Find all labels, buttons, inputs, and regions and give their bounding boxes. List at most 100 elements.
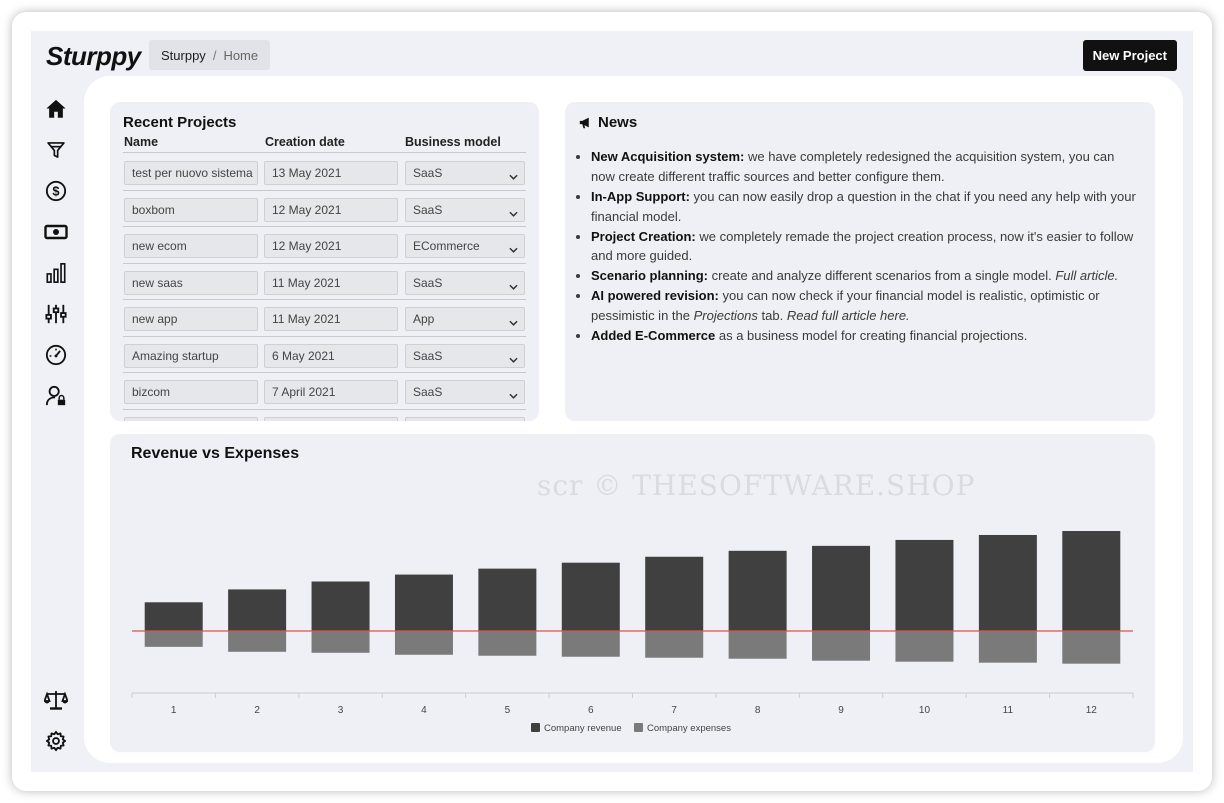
dollar-circle-icon[interactable]: $ <box>43 178 69 204</box>
x-tick-label: 12 <box>1086 705 1098 716</box>
news-item-heading: Project Creation: <box>591 228 696 244</box>
news-item: AI powered revision: you can now check i… <box>591 286 1139 326</box>
projections-tab-reference: Projections <box>693 308 758 324</box>
legend-label-revenue[interactable]: Company revenue <box>544 723 622 734</box>
user-lock-icon[interactable] <box>43 383 69 409</box>
expense-bar[interactable] <box>1062 631 1121 664</box>
project-row: new app 11 May 2021 App <box>123 300 526 337</box>
project-date-field[interactable]: 13 May 2021 <box>264 161 398 185</box>
business-model-select[interactable]: ECommerce <box>405 234 525 258</box>
expense-bar[interactable] <box>478 631 537 656</box>
revenue-bar[interactable] <box>895 539 954 631</box>
x-tick-label: 6 <box>588 705 594 716</box>
revenue-bar[interactable] <box>812 545 871 631</box>
chevron-down-icon <box>509 170 518 184</box>
revenue-vs-expenses-card: Revenue vs Expenses 1 2 3 4 5 6 7 8 9 10 11 12 Compa… <box>110 434 1155 752</box>
project-date-field[interactable]: 12 May 2021 <box>264 234 398 258</box>
expense-bar[interactable] <box>228 631 287 652</box>
window-frame: Sturppy Sturppy / Home New Project $ <box>12 12 1212 791</box>
business-model-select[interactable]: SaaS <box>405 161 525 185</box>
x-tick-label: 7 <box>671 705 677 716</box>
revenue-bar[interactable] <box>394 574 453 631</box>
project-date-field-value: 13 May 2021 <box>272 166 342 180</box>
breadcrumb-root[interactable]: Sturppy <box>161 47 206 63</box>
expense-bar[interactable] <box>144 631 203 647</box>
project-date-field[interactable]: 11 May 2021 <box>264 270 398 295</box>
banknote-icon[interactable] <box>43 219 69 245</box>
chart-title: Revenue vs Expenses <box>131 445 300 462</box>
project-name-field[interactable]: bizcom <box>124 380 258 404</box>
project-date-field[interactable]: 7 April 2021 <box>264 380 398 404</box>
sliders-icon[interactable] <box>43 301 69 327</box>
project-name-field[interactable]: Amazing startup <box>124 343 258 368</box>
news-item-text: as a business model for creating financi… <box>715 328 1028 344</box>
expense-bar[interactable] <box>895 631 954 662</box>
project-date-field-value: 6 May 2021 <box>272 348 335 363</box>
read-full-article-link[interactable]: Read full article here. <box>786 308 910 324</box>
project-date-field[interactable]: 6 May 2021 <box>264 343 398 368</box>
expense-bar[interactable] <box>728 631 787 659</box>
project-name-field[interactable]: new saas <box>124 270 258 295</box>
business-model-select[interactable] <box>405 416 525 421</box>
project-date-field[interactable] <box>264 416 398 421</box>
project-name-field[interactable]: new ecom <box>124 234 258 258</box>
full-article-link[interactable]: Full article. <box>1055 268 1119 284</box>
project-name-field[interactable]: boxbom <box>124 197 258 222</box>
business-model-select[interactable]: SaaS <box>405 270 525 295</box>
project-name-field[interactable] <box>124 416 258 421</box>
revenue-bar[interactable] <box>1062 531 1121 631</box>
revenue-bar[interactable] <box>728 550 787 631</box>
expense-bar[interactable] <box>978 631 1037 663</box>
project-date-field[interactable]: 12 May 2021 <box>264 197 398 222</box>
revenue-bar[interactable] <box>478 568 537 631</box>
project-date-field-value: 11 May 2021 <box>272 312 341 326</box>
business-model-select-value: SaaS <box>413 202 443 217</box>
x-tick-label: 10 <box>919 705 931 716</box>
expense-bar[interactable] <box>311 631 370 653</box>
business-model-select-value: SaaS <box>413 166 443 180</box>
gauge-icon[interactable] <box>43 342 69 368</box>
business-model-select[interactable]: App <box>405 307 525 331</box>
news-item-heading: In-App Support: <box>591 188 690 204</box>
expense-bar[interactable] <box>561 631 620 657</box>
new-project-button[interactable]: New Project <box>1082 40 1177 71</box>
news-item-heading: AI powered revision: <box>591 288 719 304</box>
business-model-select-value: SaaS <box>413 385 443 399</box>
project-name-field-value: boxbom <box>132 202 175 217</box>
revenue-bar[interactable] <box>561 562 620 631</box>
project-name-field-value: new saas <box>132 275 183 290</box>
project-row <box>123 410 526 421</box>
megaphone-icon <box>579 117 589 129</box>
project-name-field[interactable]: new app <box>124 307 258 331</box>
news-item-text: create and analyze different scenarios f… <box>708 268 1056 284</box>
revenue-bar[interactable] <box>645 556 704 631</box>
home-icon[interactable] <box>43 96 69 122</box>
business-model-select[interactable]: SaaS <box>405 380 525 404</box>
revenue-bar[interactable] <box>311 581 370 632</box>
news-item-text: we completely remade the project creatio… <box>591 228 1134 264</box>
expense-bar[interactable] <box>394 631 453 655</box>
legend-label-expenses[interactable]: Company expenses <box>647 723 731 734</box>
column-header-date: Creation date <box>265 135 345 149</box>
logo[interactable]: Sturppy <box>46 41 141 71</box>
revenue-bar[interactable] <box>978 534 1037 631</box>
business-model-select-value: ECommerce <box>413 239 480 253</box>
gear-icon[interactable] <box>43 728 69 754</box>
project-date-field-value: 12 May 2021 <box>272 239 342 253</box>
legend-swatch-expenses <box>634 723 643 732</box>
bar-chart-icon[interactable] <box>43 260 69 286</box>
expense-bar[interactable] <box>645 631 704 658</box>
app: Sturppy Sturppy / Home New Project $ <box>31 31 1193 772</box>
revenue-bar[interactable] <box>144 602 203 631</box>
revenue-bar[interactable] <box>228 589 287 631</box>
business-model-select[interactable]: SaaS <box>405 197 525 222</box>
funnel-icon[interactable] <box>43 137 69 163</box>
x-tick-label: 5 <box>505 705 511 716</box>
scale-icon[interactable] <box>43 687 69 713</box>
expense-bar[interactable] <box>812 631 871 661</box>
project-date-field[interactable]: 11 May 2021 <box>264 307 398 331</box>
project-name-field[interactable]: test per nuovo sistema <box>124 161 258 185</box>
business-model-select[interactable]: SaaS <box>405 343 525 368</box>
chevron-down-icon <box>509 389 518 403</box>
chevron-down-icon <box>509 316 518 330</box>
